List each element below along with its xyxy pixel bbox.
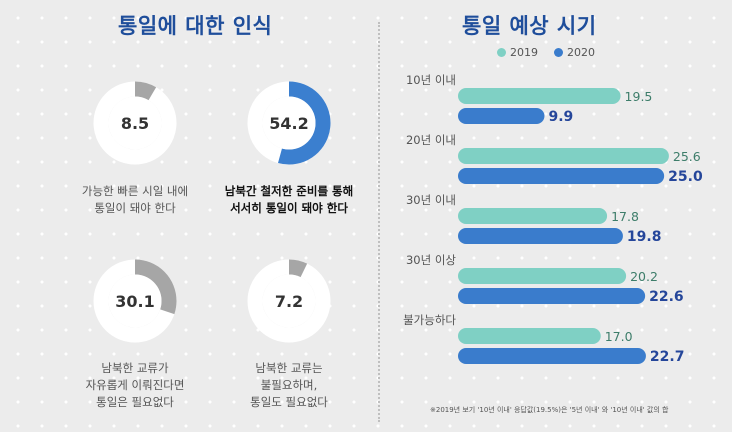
data-label-2019-0: 19.5 xyxy=(625,89,653,104)
donut-item-1: 8.5 xyxy=(92,80,178,166)
caption-line: 자유롭게 이뤄진다면 xyxy=(85,378,185,392)
legend-label-2019: 2019 xyxy=(510,46,538,59)
caption-line: 통일이 돼야 한다 xyxy=(94,201,176,215)
data-label-2019-1: 25.6 xyxy=(673,149,701,164)
chart-legend: 2019 2020 xyxy=(497,46,611,59)
data-label-2020-3: 22.6 xyxy=(649,289,684,305)
caption-line: 남북한 교류는 xyxy=(255,361,323,375)
bar-2020-3 xyxy=(458,288,646,304)
caption-line: 통일도 필요없다 xyxy=(250,395,328,409)
caption-line: 남북한 교류가 xyxy=(101,361,169,375)
donut-ring xyxy=(247,259,331,343)
donut-value: 30.1 xyxy=(115,291,155,311)
category-label: 30년 이내 xyxy=(406,193,456,207)
data-label-2019-3: 20.2 xyxy=(630,269,658,284)
legend-item-2019: 2019 xyxy=(497,46,538,59)
footnote: ※2019년 보기 '10년 이내' 응답값(19.5%)은 '5년 이내' 와… xyxy=(430,406,669,414)
donut-caption-3: 남북한 교류가 자유롭게 이뤄진다면 통일은 필요없다 xyxy=(55,360,215,411)
category-label: 불가능하다 xyxy=(403,313,456,327)
legend-label-2020: 2020 xyxy=(567,46,595,59)
caption-line: 서서히 통일이 돼야 한다 xyxy=(230,201,348,215)
legend-dot-2020 xyxy=(554,48,563,57)
bar-2019-4 xyxy=(458,328,601,344)
donut-ring xyxy=(93,81,177,165)
bar-2019-2 xyxy=(458,208,608,224)
bar-2019-3 xyxy=(458,268,627,284)
left-title: 통일에 대한 인식 xyxy=(118,14,273,38)
bar-2020-4 xyxy=(458,348,646,364)
right-title: 통일 예상 시기 xyxy=(462,14,597,38)
donut-item-3: 30.1 xyxy=(92,258,178,344)
bar-2019-1 xyxy=(458,148,669,164)
donut-item-4: 7.2 xyxy=(246,258,332,344)
legend-dot-2019 xyxy=(497,48,506,57)
data-label-2020-0: 9.9 xyxy=(548,109,573,125)
donut-caption-4: 남북한 교류는 불필요하며, 통일도 필요없다 xyxy=(209,360,369,411)
bar-chart: 10년 이내 19.5 9.9 20년 이내 25.6 25.0 30년 이내 17.8 19.… xyxy=(403,73,703,365)
donut-value: 7.2 xyxy=(274,291,304,311)
caption-line: 불필요하며, xyxy=(260,378,318,392)
bar-2020-1 xyxy=(458,168,665,184)
category-label: 20년 이내 xyxy=(406,133,456,147)
data-label-2020-2: 19.8 xyxy=(627,229,662,245)
panel-divider xyxy=(378,22,380,422)
bar-2020-0 xyxy=(458,108,545,124)
category-label: 10년 이내 xyxy=(406,73,456,87)
data-label-2019-4: 17.0 xyxy=(605,329,633,344)
data-label-2020-4: 22.7 xyxy=(650,349,685,365)
data-label-2020-1: 25.0 xyxy=(668,169,703,185)
donut-ring xyxy=(247,81,331,165)
donut-caption-1: 가능한 빠른 시일 내에 통일이 돼야 한다 xyxy=(55,183,215,217)
donut-item-2: 54.2 xyxy=(246,80,332,166)
donut-value: 54.2 xyxy=(269,113,309,133)
category-label: 30년 이상 xyxy=(406,253,456,267)
caption-line: 통일은 필요없다 xyxy=(96,395,174,409)
data-label-2019-2: 17.8 xyxy=(611,209,639,224)
donut-value: 8.5 xyxy=(120,113,150,133)
caption-line: 남북간 철저한 준비를 통해 xyxy=(224,184,354,198)
donut-caption-2: 남북간 철저한 준비를 통해 서서히 통일이 돼야 한다 xyxy=(209,183,369,217)
legend-item-2020: 2020 xyxy=(554,46,595,59)
donut-ring xyxy=(93,259,177,343)
bar-2020-2 xyxy=(458,228,623,244)
caption-line: 가능한 빠른 시일 내에 xyxy=(81,184,189,198)
bar-2019-0 xyxy=(458,88,621,104)
